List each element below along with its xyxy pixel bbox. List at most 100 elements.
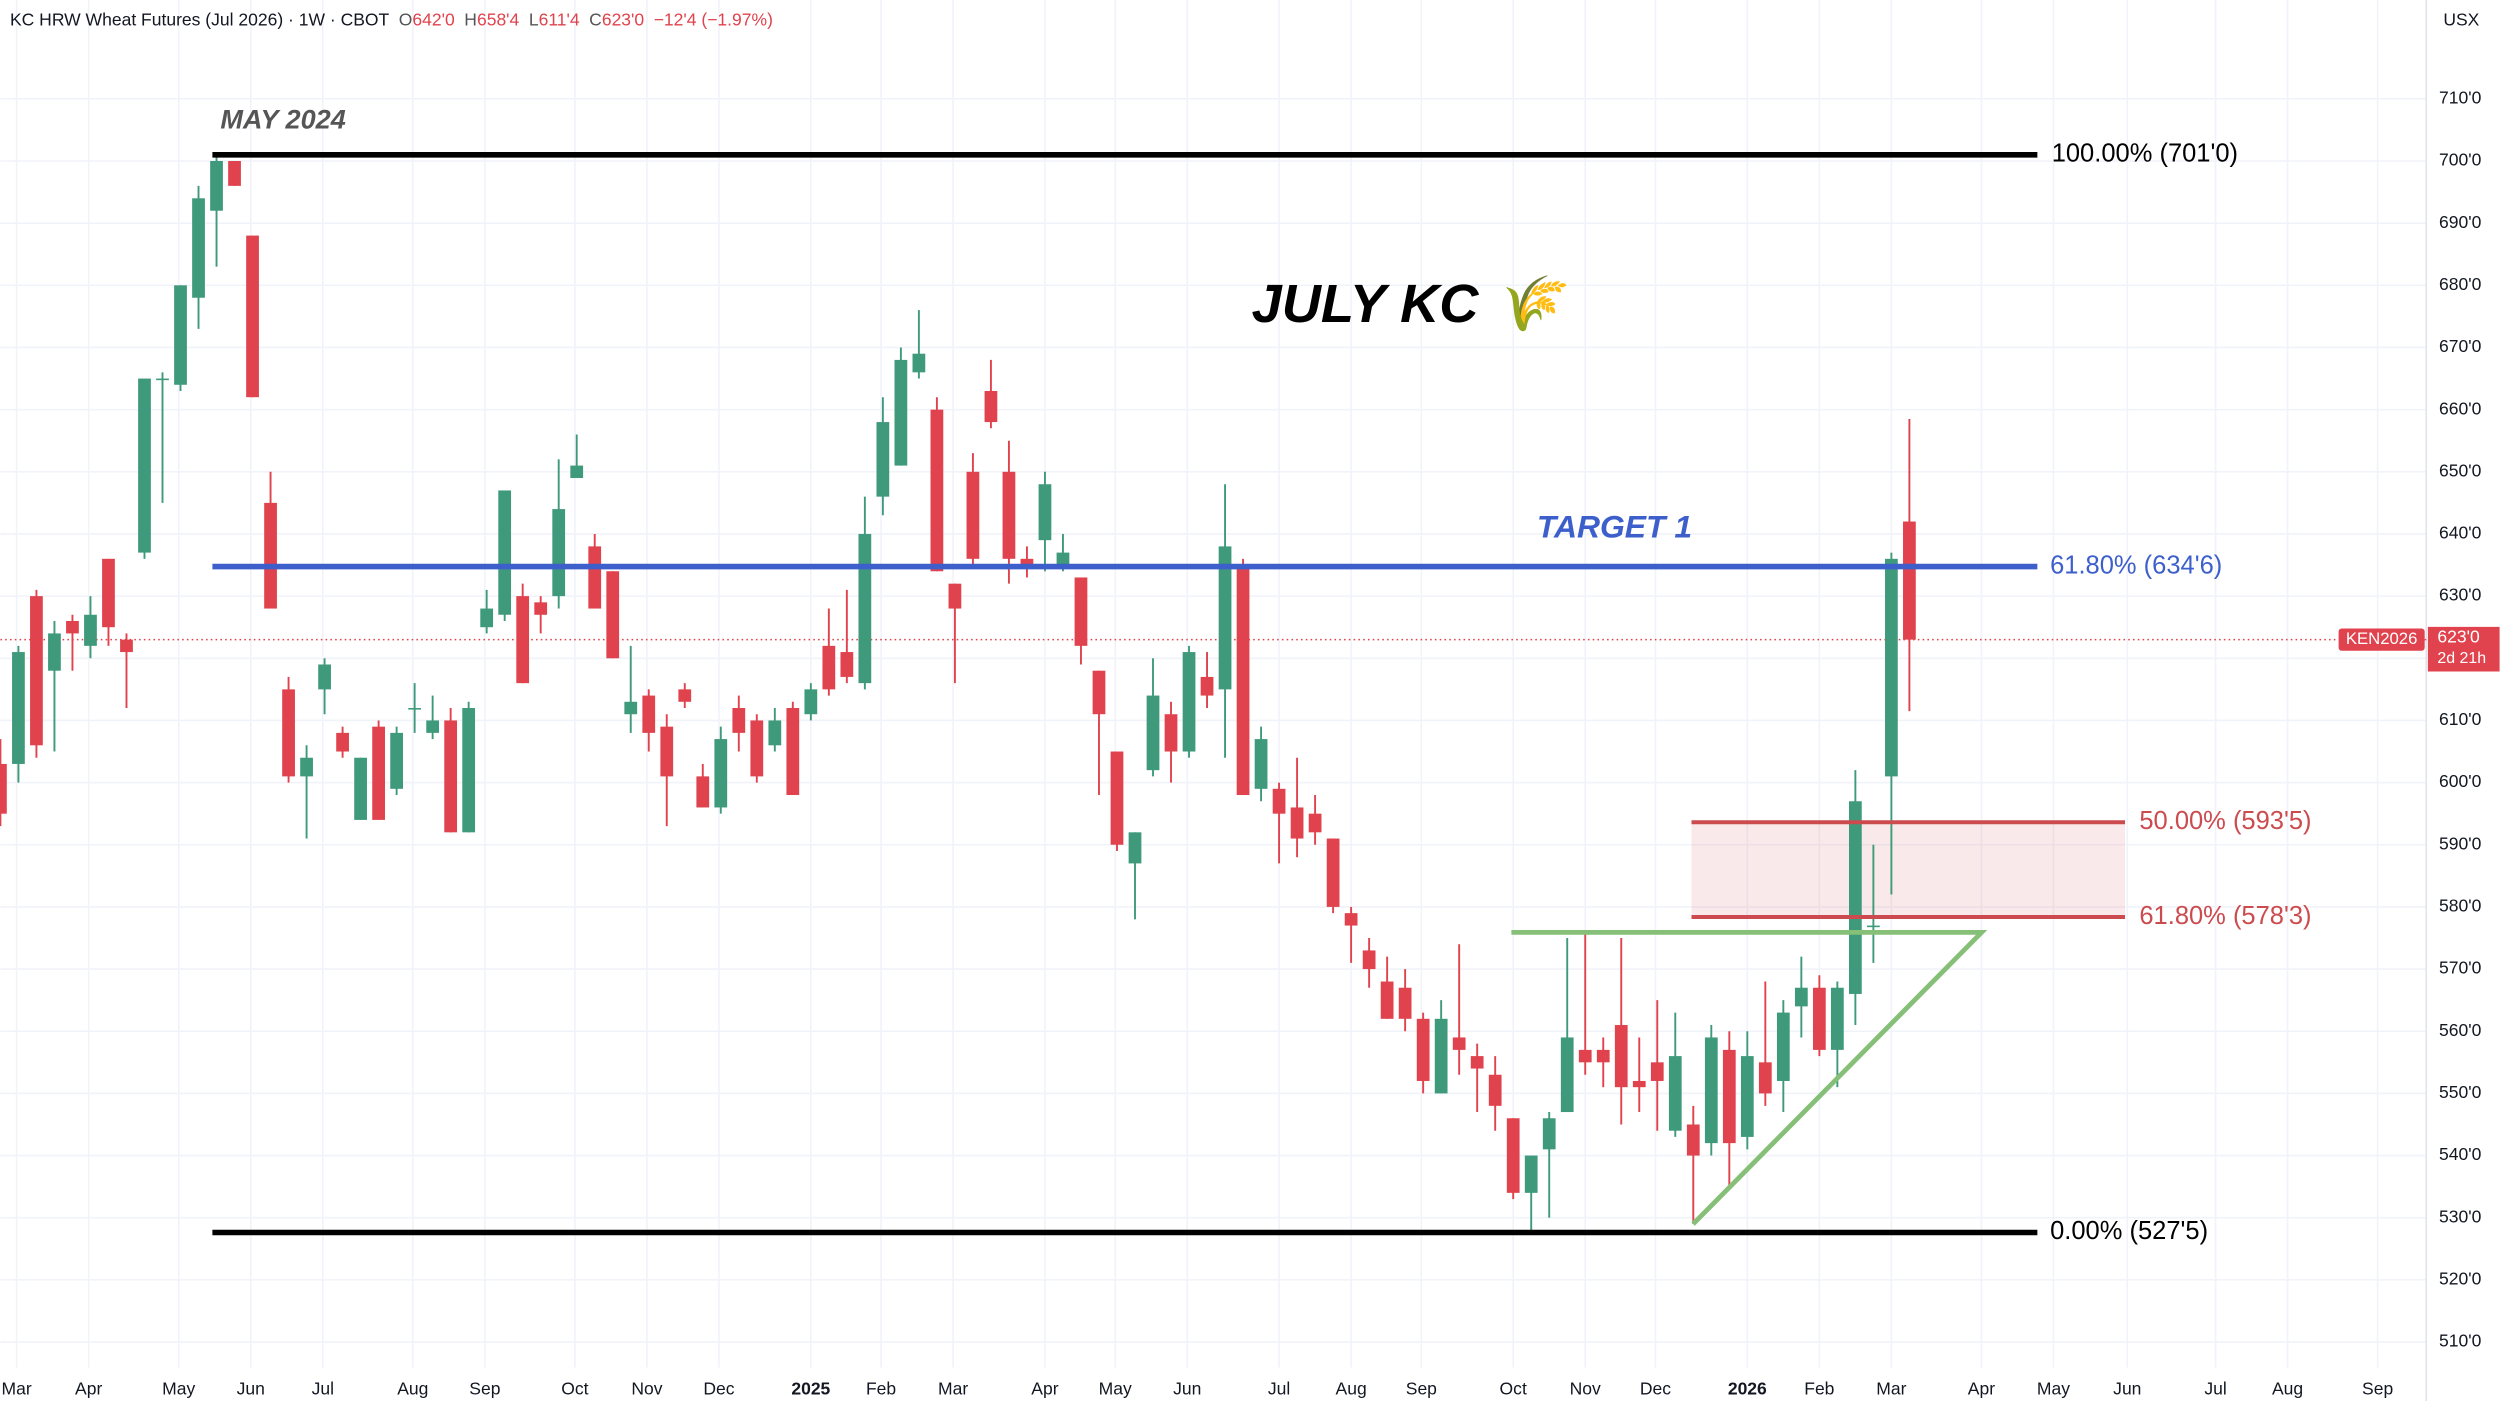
candle-body	[1867, 925, 1880, 928]
candle-body	[1488, 1074, 1502, 1106]
candle-body	[264, 502, 277, 609]
candle-body	[1848, 801, 1862, 994]
symbol-label: KEN2026	[2346, 629, 2418, 648]
candle-body	[930, 409, 944, 572]
candle-body	[840, 652, 854, 677]
candle-body	[462, 708, 476, 833]
candle-body	[894, 359, 908, 466]
x-tick-label: Aug	[2272, 1378, 2303, 1398]
y-tick-label: 560'0	[2439, 1020, 2482, 1040]
x-tick-label: Oct	[561, 1378, 588, 1398]
candle-body	[1326, 838, 1340, 907]
candle-body	[1470, 1056, 1484, 1069]
candle-body	[966, 471, 980, 559]
header-title: KC HRW Wheat Futures (Jul 2026) · 1W · C…	[10, 9, 390, 29]
candle-body	[948, 583, 962, 609]
candle-body	[552, 509, 566, 597]
candle-body	[1182, 652, 1196, 752]
candle-body	[336, 732, 349, 752]
candle-body	[1614, 1025, 1628, 1088]
candle-body	[678, 689, 692, 702]
candle-body	[606, 571, 620, 659]
x-tick-label: Apr	[75, 1378, 102, 1398]
candle-body	[66, 620, 79, 634]
candle-body	[570, 465, 584, 479]
ohlc-value: 642'0	[412, 9, 455, 29]
candle-body	[210, 160, 223, 211]
y-tick-label: 510'0	[2439, 1331, 2482, 1351]
candle-body	[1542, 1118, 1556, 1150]
candle-body	[1903, 521, 1916, 640]
candle-body	[102, 558, 115, 628]
x-tick-label: Jul	[1268, 1378, 1290, 1398]
annotation: TARGET 1	[1537, 509, 1692, 545]
y-tick-label: 670'0	[2439, 336, 2482, 356]
candle-body	[714, 739, 728, 808]
x-tick-label: Sep	[1406, 1378, 1437, 1398]
candle-body	[1056, 552, 1070, 566]
candle-body	[408, 708, 422, 710]
y-tick-label: 550'0	[2439, 1082, 2482, 1102]
candle-body	[318, 664, 331, 690]
candle-body	[732, 708, 746, 733]
candle-body	[1776, 1012, 1790, 1081]
price-tag	[2427, 626, 2500, 672]
level-label: 50.00% (593'5)	[2139, 807, 2311, 835]
candle-body	[1506, 1118, 1520, 1193]
candle-body	[1272, 788, 1286, 814]
candle-body	[1218, 546, 1232, 690]
candle-body	[1812, 987, 1826, 1050]
candle-body	[138, 378, 151, 553]
candle-body	[12, 652, 25, 764]
candle-body	[768, 720, 782, 746]
y-tick-label: 610'0	[2439, 709, 2482, 729]
x-tick-label: May	[1099, 1378, 1132, 1398]
candle-body	[30, 596, 43, 746]
x-tick-label: Nov	[631, 1378, 662, 1398]
level-label: 100.00% (701'0)	[2052, 140, 2238, 168]
ohlc-value: 623'0	[602, 9, 645, 29]
currency: USX	[2443, 9, 2479, 29]
ohlc-key: C	[589, 9, 602, 29]
y-tick-label: 680'0	[2439, 274, 2482, 294]
x-tick-label: Mar	[2, 1378, 32, 1398]
candle-body	[1254, 739, 1268, 789]
candle-body	[1650, 1062, 1664, 1081]
candle-body	[750, 720, 764, 777]
fib-zone	[1691, 822, 2126, 918]
candle-body	[1146, 695, 1160, 771]
candle-body	[1668, 1056, 1682, 1131]
header: KC HRW Wheat Futures (Jul 2026) · 1W · C…	[10, 9, 773, 29]
candle-body	[426, 720, 440, 733]
y-tick-label: 690'0	[2439, 212, 2482, 232]
x-tick-label: Sep	[469, 1378, 500, 1398]
candle-body	[1885, 558, 1898, 777]
candle-body	[858, 533, 872, 684]
candle-body	[228, 160, 241, 186]
price-label: 623'0	[2437, 627, 2480, 647]
ohlc-key: L	[529, 9, 539, 29]
candle-body	[174, 285, 187, 385]
candle-body	[1308, 813, 1322, 833]
candle-body	[480, 608, 494, 628]
x-tick-label: Mar	[1876, 1378, 1906, 1398]
candle-body	[1128, 832, 1142, 864]
y-tick-label: 700'0	[2439, 150, 2482, 170]
candle-body	[516, 596, 530, 684]
candle-body	[192, 198, 205, 298]
candle-body	[1596, 1049, 1610, 1063]
x-tick-label: Dec	[703, 1378, 734, 1398]
candle-body	[1578, 1049, 1592, 1063]
candle-body	[246, 235, 259, 398]
y-tick-label: 640'0	[2439, 523, 2482, 543]
x-tick-label: May	[2037, 1378, 2070, 1398]
candle-body	[1236, 565, 1250, 796]
countdown-label: 2d 21h	[2437, 650, 2486, 667]
candle-body	[624, 701, 638, 715]
symbol-tag	[2338, 628, 2425, 651]
candle-body	[696, 776, 710, 808]
candle-body	[1344, 913, 1358, 926]
candle-body	[1722, 1049, 1736, 1144]
